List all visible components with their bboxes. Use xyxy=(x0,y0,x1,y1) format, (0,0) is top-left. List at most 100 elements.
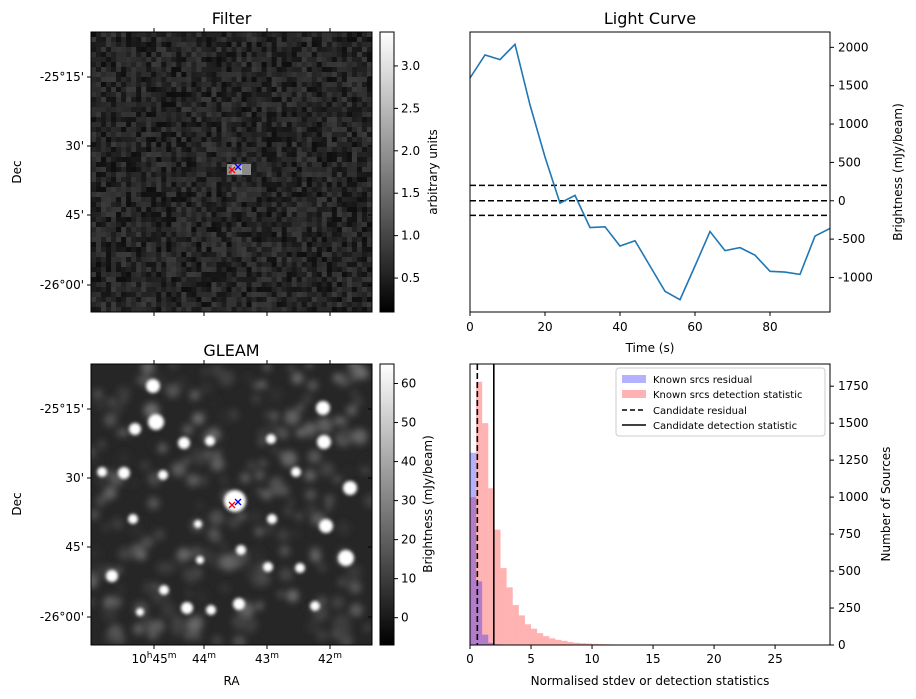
filter-pixel xyxy=(221,287,227,293)
filter-pixel xyxy=(251,307,257,313)
filter-pixel xyxy=(351,257,358,263)
filter-pixel xyxy=(181,242,187,248)
filter-pixel xyxy=(166,242,172,248)
filter-pixel xyxy=(111,42,117,48)
filter-pixel xyxy=(166,262,172,268)
gleam-diffuse-blob xyxy=(117,386,131,399)
filter-pixel xyxy=(271,232,277,238)
filter-pixel xyxy=(116,107,122,113)
filter-pixel xyxy=(351,307,358,313)
filter-pixel xyxy=(131,247,137,253)
filter-pixel xyxy=(221,222,227,228)
gleam-diffuse-blob xyxy=(160,602,176,618)
gleam-diffuse-blob xyxy=(182,456,191,465)
filter-pixel xyxy=(266,217,272,223)
filter-pixel xyxy=(306,47,313,53)
filter-pixel xyxy=(151,147,157,153)
filter-pixel xyxy=(306,32,313,38)
filter-pixel xyxy=(356,202,363,208)
filter-pixel xyxy=(351,277,358,283)
filter-pixel xyxy=(146,42,152,48)
filter-pixel xyxy=(311,177,318,183)
filter-pixel xyxy=(211,52,217,58)
filter-pixel xyxy=(166,277,172,283)
filter-pixel xyxy=(246,177,252,183)
filter-pixel xyxy=(186,232,192,238)
filter-pixel xyxy=(271,162,277,168)
filter-pixel xyxy=(141,172,147,178)
filter-pixel xyxy=(146,172,152,178)
filter-pixel xyxy=(91,182,97,188)
filter-pixel xyxy=(171,212,177,218)
filter-pixel xyxy=(306,187,313,193)
filter-pixel xyxy=(141,162,147,168)
filter-pixel xyxy=(311,87,318,93)
filter-pixel xyxy=(271,47,277,53)
filter-pixel xyxy=(311,47,318,53)
filter-pixel xyxy=(161,177,167,183)
filter-pixel xyxy=(256,277,262,283)
filter-pixel xyxy=(361,182,368,188)
filter-pixel xyxy=(321,147,328,153)
filter-pixel xyxy=(101,307,107,313)
filter-pixel xyxy=(266,197,272,203)
gleam-diffuse-blob xyxy=(212,635,223,645)
filter-pixel xyxy=(241,62,247,68)
filter-pixel xyxy=(121,47,127,53)
filter-pixel xyxy=(286,172,293,178)
filter-pixel xyxy=(311,307,318,313)
filter-pixel xyxy=(96,232,102,238)
filter-pixel xyxy=(311,132,318,138)
filter-pixel xyxy=(116,207,122,213)
histogram-xlabel: Normalised stdev or detection statistics xyxy=(531,674,770,688)
gleam-diffuse-blob xyxy=(306,620,320,634)
filter-pixel xyxy=(306,307,313,313)
filter-pixel xyxy=(131,272,137,278)
filter-pixel xyxy=(276,237,282,243)
ra-tick-label: 10h45m xyxy=(131,651,176,666)
filter-pixel xyxy=(266,297,272,303)
filter-pixel xyxy=(366,37,373,43)
filter-pixel xyxy=(331,167,338,173)
filter-pixel xyxy=(236,127,242,133)
filter-pixel xyxy=(201,192,207,198)
filter-pixel xyxy=(151,52,157,58)
filter-pixel xyxy=(341,257,348,263)
filter-pixel xyxy=(306,302,313,308)
filter-pixel xyxy=(326,267,333,273)
filter-pixel xyxy=(351,172,358,178)
filter-pixel xyxy=(106,87,112,93)
filter-pixel xyxy=(331,117,338,123)
filter-pixel xyxy=(306,252,313,258)
filter-pixel xyxy=(211,292,217,298)
filter-pixel xyxy=(261,57,267,63)
filter-pixel xyxy=(91,62,97,68)
filter-pixel xyxy=(111,112,117,118)
filter-pixel xyxy=(141,72,147,78)
filter-pixel xyxy=(286,37,293,43)
filter-pixel xyxy=(146,292,152,298)
filter-pixel xyxy=(186,292,192,298)
filter-pixel xyxy=(166,252,172,258)
filter-pixel xyxy=(236,42,242,48)
filter-pixel xyxy=(271,257,277,263)
filter-pixel xyxy=(161,62,167,68)
y-tick-label: 1750 xyxy=(838,379,869,393)
y-tick-label: 1000 xyxy=(838,490,869,504)
filter-pixel xyxy=(246,142,252,148)
filter-pixel xyxy=(146,257,152,263)
filter-pixel xyxy=(141,122,147,128)
filter-pixel xyxy=(346,107,353,113)
colorbar-tick-label: 40 xyxy=(401,455,416,469)
gleam-diffuse-blob xyxy=(344,467,353,475)
filter-pixel xyxy=(171,182,177,188)
filter-pixel xyxy=(281,37,287,43)
filter-pixel xyxy=(276,187,282,193)
filter-pixel xyxy=(301,237,308,243)
filter-pixel xyxy=(176,247,182,253)
filter-pixel xyxy=(346,47,353,53)
filter-pixel xyxy=(316,32,323,38)
filter-pixel xyxy=(256,172,262,178)
filter-pixel xyxy=(361,307,368,313)
